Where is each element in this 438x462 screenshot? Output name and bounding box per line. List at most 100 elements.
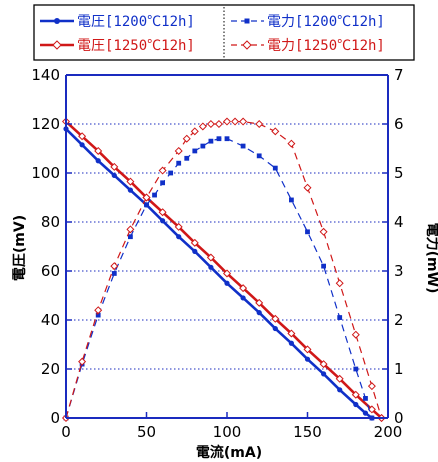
- y-tick-label: 0: [50, 409, 60, 427]
- data-point: [272, 325, 278, 332]
- y-tick-label: 40: [41, 311, 60, 329]
- y-tick-label: 20: [41, 360, 60, 378]
- y2-tick-label: 2: [394, 311, 404, 329]
- data-point: [271, 314, 280, 323]
- data-point: [182, 134, 191, 143]
- data-point: [362, 410, 369, 416]
- data-point: [128, 234, 133, 240]
- data-point: [152, 192, 157, 198]
- data-point: [335, 279, 344, 288]
- y-tick-label: 60: [41, 262, 60, 280]
- legend-label: 電力[1250℃12h]: [267, 38, 385, 54]
- data-point: [256, 310, 262, 316]
- data-point: [303, 183, 312, 192]
- legend-entry-power-1200: 電力[1200℃12h]: [231, 14, 385, 30]
- data-point: [224, 136, 230, 142]
- x-axis-title: 電流(mA): [196, 444, 262, 461]
- data-point: [239, 117, 248, 126]
- data-point: [337, 315, 343, 320]
- data-point: [337, 387, 343, 393]
- x-tick-label: 200: [374, 423, 403, 441]
- data-point: [256, 153, 262, 159]
- data-point: [95, 158, 101, 164]
- data-point: [126, 225, 135, 234]
- y-tick-label: 100: [31, 164, 60, 182]
- data-point: [222, 117, 232, 126]
- data-point: [231, 117, 240, 126]
- data-point: [214, 119, 223, 129]
- data-point: [351, 390, 360, 399]
- y2-tick-label: 0: [394, 409, 404, 427]
- data-point: [367, 382, 376, 391]
- data-point: [78, 357, 87, 366]
- data-point: [158, 166, 167, 175]
- data-point: [200, 143, 206, 149]
- data-point: [111, 172, 117, 179]
- data-point: [174, 222, 183, 231]
- data-point: [127, 187, 133, 193]
- y-axis-title: 電圧(mV): [11, 215, 28, 281]
- axes: [65, 74, 389, 419]
- x-tick-label: 150: [293, 423, 322, 441]
- data-point: [335, 374, 344, 383]
- data-point: [367, 405, 376, 414]
- legend-entry-voltage-1200: 電圧[1200℃12h]: [40, 14, 195, 30]
- data-point: [240, 143, 246, 149]
- data-point: [192, 148, 198, 154]
- data-point: [353, 401, 359, 408]
- data-point: [206, 119, 215, 129]
- legend-swatch-marker: [54, 18, 60, 24]
- data-point: [289, 197, 294, 203]
- data-point: [304, 356, 311, 362]
- y2-tick-label: 7: [394, 66, 404, 84]
- data-point: [158, 208, 167, 217]
- axis-titles: 電流(mA) 電圧(mV) 電力(mW): [11, 215, 438, 461]
- data-point: [255, 119, 264, 129]
- y-tick-label: 140: [31, 66, 60, 84]
- plot-area: [61, 117, 386, 423]
- x-tick-label: 50: [137, 423, 156, 441]
- data-point: [255, 298, 264, 307]
- data-point: [208, 264, 214, 270]
- data-point: [222, 269, 232, 278]
- y-tick-label: 120: [31, 115, 60, 133]
- data-point: [303, 345, 312, 354]
- y2-tick-label: 4: [394, 213, 404, 231]
- data-point: [319, 360, 328, 369]
- data-point: [168, 170, 174, 176]
- data-point: [288, 340, 294, 346]
- data-point: [94, 306, 103, 315]
- legend-swatch-marker: [244, 18, 250, 24]
- data-point: [126, 177, 135, 186]
- y2-tick-label: 3: [394, 262, 404, 280]
- data-point: [95, 312, 101, 318]
- data-point: [351, 330, 360, 339]
- data-point: [190, 238, 199, 247]
- data-point: [174, 146, 183, 155]
- data-point: [176, 234, 182, 240]
- data-point: [224, 280, 230, 286]
- data-point: [110, 262, 119, 271]
- data-point: [160, 180, 165, 186]
- data-point: [176, 160, 182, 166]
- data-point: [160, 218, 166, 224]
- data-point: [353, 366, 359, 372]
- data-point: [79, 142, 85, 148]
- data-point: [144, 202, 149, 208]
- data-point: [111, 271, 117, 276]
- data-point: [287, 329, 296, 338]
- legend-entry-power-1250: 電力[1250℃12h]: [231, 38, 385, 54]
- tick-labels: 0 20 40 60 80 100 120 140 0 1 2 3 4 5 6 7 0 50 100 150 200: [31, 66, 403, 441]
- data-point: [321, 263, 326, 269]
- y-tick-label: 80: [41, 213, 60, 231]
- legend-label: 電力[1200℃12h]: [267, 14, 385, 30]
- data-point: [94, 146, 103, 155]
- y2-tick-label: 6: [394, 115, 404, 133]
- series-line-2: [65, 138, 373, 419]
- grid-lines: [66, 123, 388, 370]
- data-point: [321, 371, 327, 377]
- x-tick-label: 0: [61, 423, 71, 441]
- y2-tick-label: 5: [394, 164, 404, 182]
- data-point: [319, 227, 328, 236]
